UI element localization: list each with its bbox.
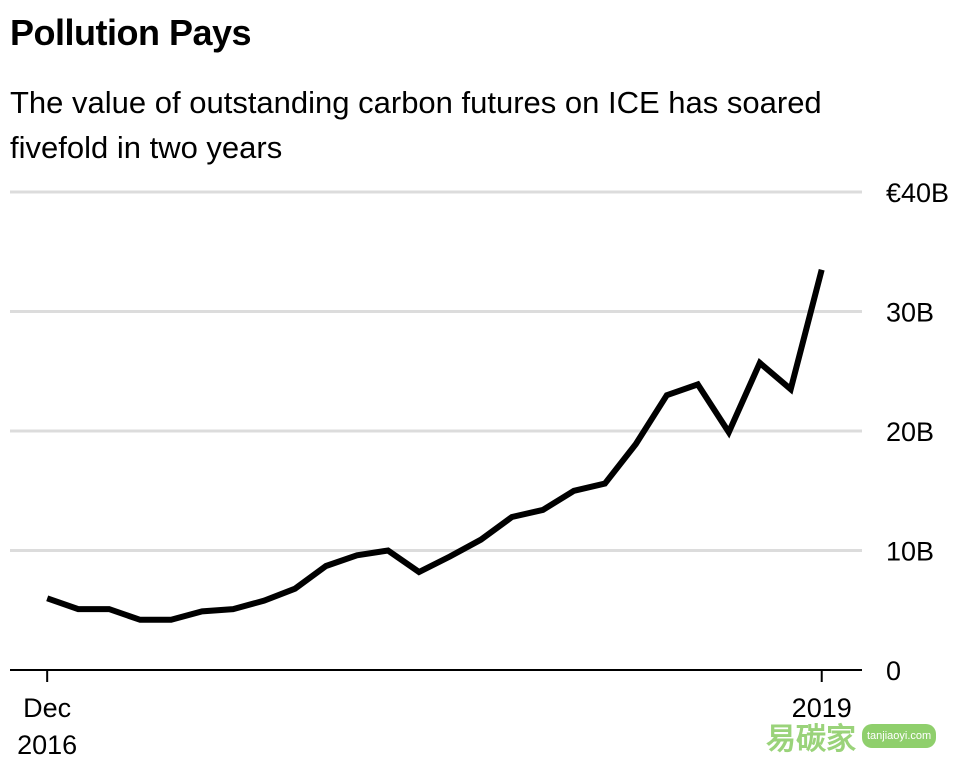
watermark-logo-text: 易碳家: [766, 722, 856, 757]
chart-title: Pollution Pays: [10, 12, 252, 53]
y-tick-label: 0: [886, 656, 901, 686]
x-tick-label: 2019: [792, 693, 852, 723]
gridlines: [10, 190, 862, 671]
x-tick-label: 2016: [17, 730, 77, 760]
y-tick-label: 10B: [886, 537, 934, 567]
x-tick-label: Dec: [23, 693, 71, 723]
chart-subtitle: The value of outstanding carbon futures …: [10, 85, 822, 165]
y-tick-label: 20B: [886, 417, 934, 447]
series-line: [46, 268, 825, 623]
y-tick-label: €40B: [886, 178, 949, 208]
x-axis: Dec 2016 2019: [17, 670, 852, 760]
y-axis-labels: 0 10B 20B 30B €40B: [886, 178, 949, 686]
watermark-badge: tanjiaoyi.com: [862, 724, 937, 748]
series-layer: [46, 268, 825, 623]
watermark: 易碳家 tanjiaoyi.com: [766, 714, 972, 758]
y-tick-label: 30B: [886, 298, 934, 328]
